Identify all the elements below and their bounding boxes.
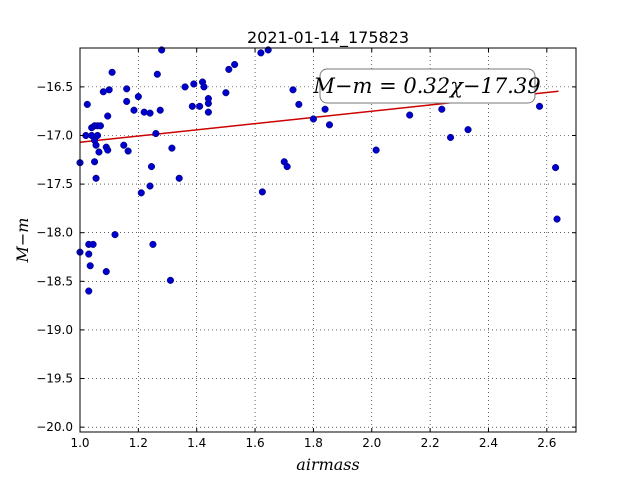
x-tick-label: 1.8 xyxy=(304,436,323,450)
data-point xyxy=(231,60,239,69)
data-point xyxy=(156,106,164,114)
data-point xyxy=(105,86,113,94)
x-tick-label: 1.4 xyxy=(187,436,206,450)
data-point xyxy=(406,111,414,119)
y-tick-label: −16.5 xyxy=(36,80,73,94)
x-tick-label: 1.0 xyxy=(70,436,89,450)
y-axis-label: M−m xyxy=(13,218,32,264)
data-point xyxy=(93,131,102,140)
data-point xyxy=(104,146,112,154)
data-point xyxy=(124,147,132,155)
data-point xyxy=(134,93,142,101)
y-tick-label: −19.5 xyxy=(36,372,73,386)
y-axis-ticks: −16.5 −17.0 −17.5 −18.0 −18.5 −19.0 −19.5 −20.0 xyxy=(36,80,576,434)
chart-title: 2021-01-14_175823 xyxy=(247,28,409,48)
data-point xyxy=(258,188,266,196)
data-point xyxy=(204,108,212,116)
x-tick-label: 2.4 xyxy=(479,436,498,450)
data-point xyxy=(92,141,100,149)
data-point xyxy=(295,100,303,108)
data-point xyxy=(190,80,198,88)
data-point xyxy=(204,95,212,103)
data-point xyxy=(85,287,93,295)
data-point xyxy=(553,215,561,223)
data-point xyxy=(168,144,176,152)
grid-lines xyxy=(79,48,576,432)
y-tick-label: −17.0 xyxy=(36,128,73,142)
x-tick-label: 2.2 xyxy=(421,436,440,450)
data-point xyxy=(222,89,230,97)
data-point xyxy=(120,141,128,149)
data-point xyxy=(325,121,334,129)
annotation-text: M−m = 0.32χ−17.39 xyxy=(312,74,540,98)
data-point xyxy=(153,70,161,78)
y-tick-label: −18.5 xyxy=(36,274,73,288)
data-point xyxy=(289,86,297,94)
data-point xyxy=(438,105,446,113)
x-axis-ticks: 1.0 1.2 1.4 1.6 1.8 2.0 2.2 2.4 2.6 xyxy=(70,48,556,450)
data-point xyxy=(225,65,233,73)
data-point xyxy=(196,102,204,110)
data-point xyxy=(89,240,97,248)
data-points xyxy=(76,46,561,295)
data-point xyxy=(257,49,265,57)
data-point xyxy=(175,174,183,182)
y-tick-label: −20.0 xyxy=(36,420,73,434)
y-tick-label: −18.0 xyxy=(36,226,73,240)
data-point xyxy=(111,231,119,239)
x-tick-label: 2.0 xyxy=(362,436,381,450)
data-point xyxy=(137,189,145,197)
data-point xyxy=(92,174,100,182)
data-point xyxy=(372,146,380,154)
data-point xyxy=(446,133,455,141)
data-point xyxy=(283,163,291,171)
y-tick-label: −17.5 xyxy=(36,177,73,191)
x-tick-label: 1.6 xyxy=(246,436,265,450)
annotation-box xyxy=(319,68,536,104)
data-point xyxy=(188,102,196,110)
data-point xyxy=(181,83,189,91)
x-tick-label: 1.2 xyxy=(129,436,148,450)
data-point xyxy=(309,115,317,123)
data-point xyxy=(108,68,116,76)
data-point xyxy=(464,126,472,134)
data-point xyxy=(83,100,91,108)
x-tick-label: 2.6 xyxy=(537,436,556,450)
data-point xyxy=(102,268,110,276)
data-point xyxy=(104,112,112,120)
data-point xyxy=(146,182,154,190)
x-axis-label: airmass xyxy=(296,455,359,474)
data-point xyxy=(321,105,329,113)
plot-frame xyxy=(79,47,577,433)
data-point xyxy=(95,148,103,156)
data-point xyxy=(130,106,138,114)
data-point xyxy=(552,164,560,172)
data-point xyxy=(96,122,104,130)
data-point xyxy=(85,250,93,258)
data-point xyxy=(146,109,154,117)
data-point xyxy=(152,129,160,138)
plot-area xyxy=(80,48,576,432)
data-point xyxy=(123,85,131,93)
data-point xyxy=(140,108,148,116)
data-point xyxy=(166,276,174,284)
data-point xyxy=(86,262,94,270)
data-point xyxy=(91,158,99,166)
data-point xyxy=(123,97,131,106)
data-point xyxy=(149,240,157,248)
y-tick-label: −19.0 xyxy=(36,323,73,337)
data-point xyxy=(535,102,544,110)
data-point xyxy=(200,83,208,91)
data-point xyxy=(147,163,156,171)
fit-equation-annotation: M−m = 0.32χ−17.39 xyxy=(312,68,541,104)
